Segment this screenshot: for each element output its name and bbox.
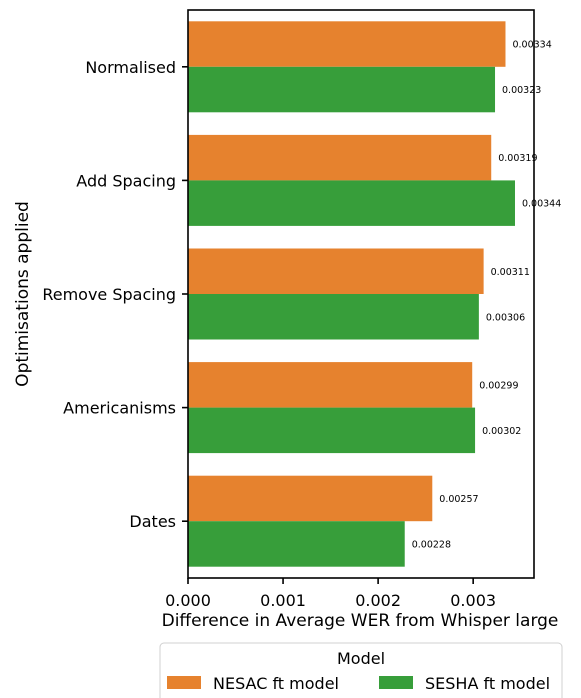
legend-swatch [167,676,201,689]
x-tick-label: 0.002 [355,591,401,610]
x-tick-label: 0.001 [260,591,306,610]
y-tick-label: Add Spacing [76,171,176,190]
x-tick-label: 0.003 [450,591,496,610]
x-axis: 0.000 0.001 0.002 0.003 [165,578,496,610]
bar-value-label: 0.00228 [412,539,451,550]
x-axis-label: Difference in Average WER from Whisper l… [162,611,559,631]
y-tick-label: Normalised [85,58,176,77]
legend-title: Model [337,649,385,668]
plot-frame [187,9,535,579]
bar-value-label: 0.00334 [512,40,551,51]
legend-swatch [379,676,413,689]
bar-nesac-normalised [188,21,506,67]
bar-sesha-remove-spacing [188,294,479,340]
bar-value-label: 0.00344 [522,199,561,210]
legend-box [159,642,563,698]
bar-value-label: 0.00323 [502,85,541,96]
bar-sesha-dates [188,521,405,567]
bar-value-label: 0.00299 [479,380,518,391]
legend: Model NESAC ft model SESHA ft model [159,642,563,698]
bars-layer [188,21,515,567]
bar-value-label: 0.00306 [486,312,525,323]
y-axis: Normalised Add Spacing Remove Spacing Ameri… [42,58,188,531]
value-labels-layer: 0.00334 0.00323 0.00319 0.00344 0.00311 0.003… [412,40,562,551]
bar-nesac-americanisms [188,362,473,408]
y-axis-label: Optimisations applied [13,201,33,387]
bar-nesac-dates [188,475,433,522]
bar-value-label: 0.00311 [491,267,530,278]
bar-value-label: 0.00257 [439,494,478,505]
legend-item-label: NESAC ft model [213,674,339,693]
bar-value-label: 0.00302 [482,426,521,437]
bar-nesac-add-spacing [188,134,492,181]
y-tick-label: Dates [129,512,176,531]
bar-nesac-remove-spacing [188,248,484,294]
bar-sesha-americanisms [188,407,476,454]
bar-sesha-normalised [188,66,496,113]
bar-value-label: 0.00319 [498,153,537,164]
bar-sesha-add-spacing [188,180,515,226]
y-tick-label: Remove Spacing [42,285,176,304]
legend-items: NESAC ft model SESHA ft model [167,674,550,693]
y-tick-label: Americanisms [63,399,176,418]
legend-item-label: SESHA ft model [425,674,550,693]
x-tick-label: 0.000 [165,591,211,610]
